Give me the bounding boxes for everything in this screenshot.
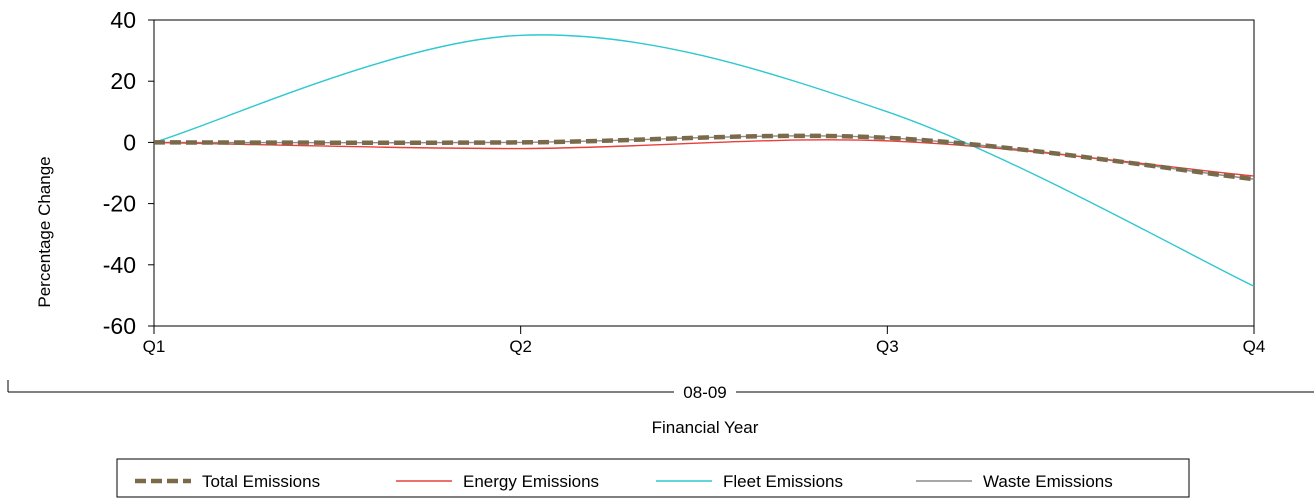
- group-label: 08-09: [683, 383, 726, 402]
- legend-label-fleet-emissions: Fleet Emissions: [723, 472, 843, 491]
- legend-label-total-emissions: Total Emissions: [202, 472, 320, 491]
- series-line-total-emissions: [153, 133, 1255, 182]
- x-tick-label: Q2: [509, 337, 532, 356]
- y-tick-label: -20: [103, 191, 136, 217]
- y-tick-label: -60: [103, 313, 136, 339]
- series-line-fleet-emissions: [153, 34, 1255, 287]
- x-tick-label: Q1: [143, 337, 166, 356]
- legend-label-waste-emissions: Waste Emissions: [983, 472, 1113, 491]
- series-line-energy-emissions: [153, 139, 1255, 177]
- legend-box: [116, 458, 1190, 498]
- y-tick-label: -40: [103, 252, 136, 278]
- x-tick-label: Q4: [1243, 337, 1266, 356]
- y-tick-label: 40: [110, 7, 136, 33]
- y-tick-label: 0: [123, 129, 136, 155]
- plot-area: [153, 19, 1255, 327]
- legend-label-energy-emissions: Energy Emissions: [463, 472, 599, 491]
- x-axis-label: Financial Year: [652, 418, 759, 437]
- y-tick-label: 20: [110, 68, 136, 94]
- x-tick-label: Q3: [876, 337, 899, 356]
- y-axis-label: Percentage Change: [35, 156, 54, 307]
